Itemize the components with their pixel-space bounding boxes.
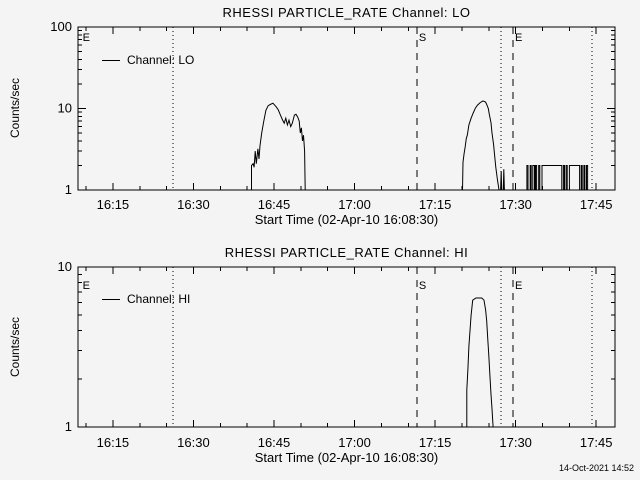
chart-lo-title: RHESSI PARTICLE_RATE Channel: LO <box>222 5 471 20</box>
legend-label: Channel: LO <box>127 53 195 67</box>
marker-label: S <box>419 32 426 44</box>
y-tick-label: 1 <box>65 419 72 434</box>
chart-lo-ylabel: Counts/sec <box>8 77 22 139</box>
legend-label: Channel: HI <box>127 292 191 306</box>
plot-frame <box>77 266 616 428</box>
series-line <box>251 100 590 191</box>
chart-hi-title: RHESSI PARTICLE_RATE Channel: HI <box>224 245 469 260</box>
chart-hi-legend: Channel: HI <box>102 292 190 306</box>
y-tick-label: 100 <box>50 19 72 34</box>
x-tick-label: 16:15 <box>97 435 130 450</box>
chart-hi-xlabel: Start Time (02-Apr-10 16:08:30) <box>254 450 439 465</box>
x-tick-label: 16:45 <box>258 197 291 212</box>
chart-hi-ylabel: Counts/sec <box>8 316 22 378</box>
x-tick-label: 17:00 <box>338 435 371 450</box>
chart-lo-legend: Channel: LO <box>102 53 194 67</box>
x-tick-label: 17:15 <box>419 435 452 450</box>
x-tick-label: 17:30 <box>499 435 532 450</box>
legend-line-sample <box>102 298 120 300</box>
x-tick-label: 17:45 <box>580 197 613 212</box>
x-tick-label: 17:45 <box>580 435 613 450</box>
x-tick-label: 16:30 <box>177 197 210 212</box>
series-line <box>466 297 494 428</box>
y-tick-label: 10 <box>58 259 72 274</box>
x-tick-label: 16:15 <box>97 197 130 212</box>
marker-label: E <box>515 280 522 292</box>
marker-label: S <box>419 280 426 292</box>
x-tick-label: 17:30 <box>499 197 532 212</box>
y-tick-label: 1 <box>65 182 72 197</box>
y-tick-label: 10 <box>58 101 72 116</box>
legend-line-sample <box>102 59 120 61</box>
x-tick-label: 17:00 <box>338 197 371 212</box>
marker-label: E <box>83 280 90 292</box>
chart-lo-xlabel: Start Time (02-Apr-10 16:08:30) <box>254 212 439 227</box>
creation-timestamp: 14-Oct-2021 14:52 <box>558 463 634 473</box>
marker-label: E <box>515 32 522 44</box>
x-tick-label: 16:30 <box>177 435 210 450</box>
x-tick-label: 16:45 <box>258 435 291 450</box>
marker-label: E <box>83 32 90 44</box>
x-tick-label: 17:15 <box>419 197 452 212</box>
